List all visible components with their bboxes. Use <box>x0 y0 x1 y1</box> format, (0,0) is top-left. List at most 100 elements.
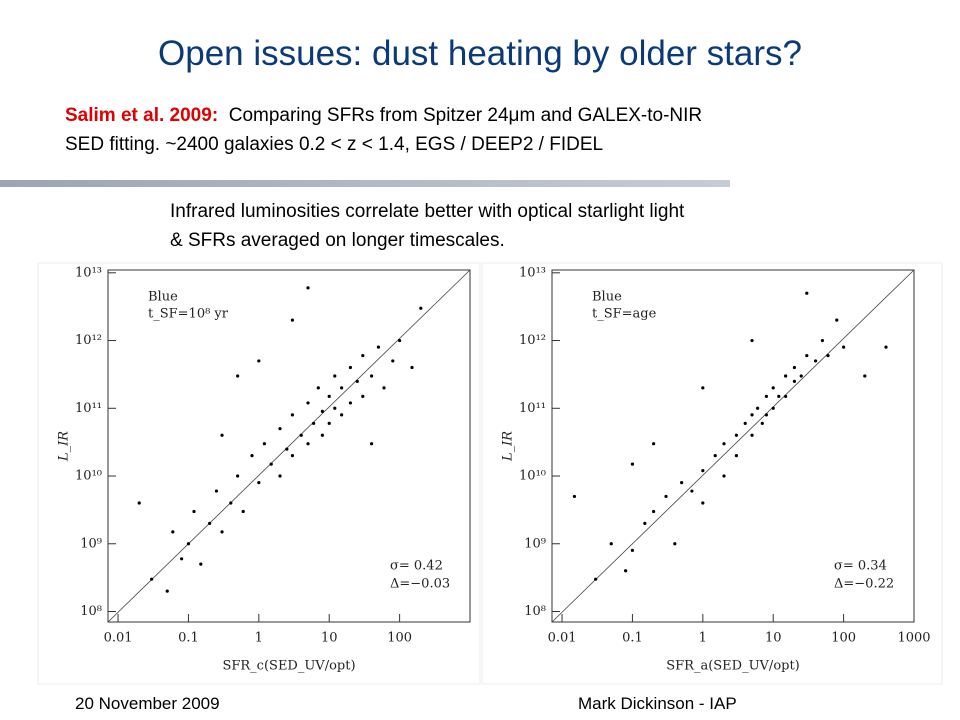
y-tick-label: 10¹⁰ <box>519 469 546 484</box>
annotation: Δ=−0.22 <box>834 577 894 592</box>
point <box>734 454 739 458</box>
point <box>340 413 344 417</box>
point <box>863 374 867 378</box>
point <box>361 394 365 398</box>
x-tick-label: 100 <box>831 631 856 646</box>
point <box>241 509 245 514</box>
point <box>594 577 598 581</box>
point <box>690 489 694 493</box>
y-tick-label: 10¹¹ <box>75 401 102 416</box>
point <box>262 442 266 446</box>
point <box>269 462 273 466</box>
point <box>299 433 303 437</box>
point <box>419 306 423 310</box>
annotation: σ= 0.34 <box>834 559 887 574</box>
point <box>630 548 635 552</box>
point <box>826 353 830 358</box>
x-tick-label: 1000 <box>897 631 930 646</box>
citation: Salim et al. 2009: <box>65 105 219 126</box>
x-axis-label: SFR_c(SED_UV/opt) <box>222 659 355 674</box>
point <box>361 353 365 358</box>
reference-line <box>107 269 471 623</box>
annotation: Blue <box>592 290 622 305</box>
panel <box>37 262 481 685</box>
point <box>713 454 717 458</box>
slide-title: Open issues: dust heating by older stars… <box>158 34 802 73</box>
point <box>842 345 846 349</box>
point <box>214 489 219 493</box>
point <box>673 542 677 546</box>
point <box>327 394 331 398</box>
x-tick-label: 0.01 <box>104 631 133 646</box>
point <box>278 427 282 431</box>
x-tick-label: 100 <box>387 631 412 646</box>
reference-line <box>551 269 915 623</box>
footer-date: 20 November 2009 <box>75 694 220 713</box>
point <box>186 542 191 546</box>
point <box>701 386 705 390</box>
x-axis-label: SFR_a(SED_UV/opt) <box>666 659 800 674</box>
x-tick-label: 10 <box>765 631 782 646</box>
point <box>220 433 224 437</box>
point <box>734 433 739 437</box>
point <box>376 345 381 349</box>
point <box>664 494 668 499</box>
point <box>572 494 577 499</box>
point <box>306 286 310 290</box>
point <box>624 569 628 573</box>
point <box>701 501 705 505</box>
point <box>820 338 825 343</box>
point <box>630 462 635 466</box>
point <box>333 374 337 378</box>
point <box>792 379 797 383</box>
point <box>285 447 289 451</box>
point <box>290 413 295 417</box>
point <box>257 359 261 363</box>
point <box>771 386 775 390</box>
point <box>792 365 797 370</box>
point <box>799 374 803 378</box>
point <box>784 394 788 398</box>
point <box>722 442 726 446</box>
point <box>813 359 818 363</box>
annotation: σ= 0.42 <box>390 559 443 574</box>
y-tick-label: 10¹³ <box>519 265 546 280</box>
point <box>236 374 240 378</box>
point <box>340 386 344 390</box>
point <box>835 318 839 322</box>
y-tick-label: 10⁹ <box>80 536 102 551</box>
x-tick-label: 0.1 <box>178 631 199 646</box>
point <box>643 521 647 525</box>
y-tick-label: 10¹¹ <box>519 401 546 416</box>
point <box>382 386 386 390</box>
point <box>369 442 374 446</box>
annotation: t_SF=age <box>592 307 657 322</box>
y-tick-label: 10⁸ <box>524 604 546 619</box>
y-tick-label: 10¹³ <box>75 265 102 280</box>
y-tick-label: 10⁸ <box>80 604 102 619</box>
point <box>250 454 254 458</box>
point <box>701 469 705 473</box>
point <box>333 406 337 410</box>
subtitle-line: & SFRs averaged on longer timescales. <box>170 230 505 251</box>
plot-frame <box>107 269 471 623</box>
point <box>327 421 331 425</box>
point <box>764 413 768 417</box>
point <box>236 474 240 478</box>
y-axis-label: L_IR <box>57 431 72 462</box>
point <box>652 442 656 446</box>
point <box>257 480 261 485</box>
point <box>884 345 888 349</box>
point <box>192 509 196 514</box>
point <box>290 454 295 458</box>
point <box>743 421 747 425</box>
point <box>306 442 310 446</box>
point <box>208 521 212 525</box>
point <box>756 406 760 410</box>
point <box>609 542 613 546</box>
point <box>805 291 809 295</box>
point <box>320 409 324 413</box>
point <box>410 365 414 370</box>
point <box>199 562 203 566</box>
